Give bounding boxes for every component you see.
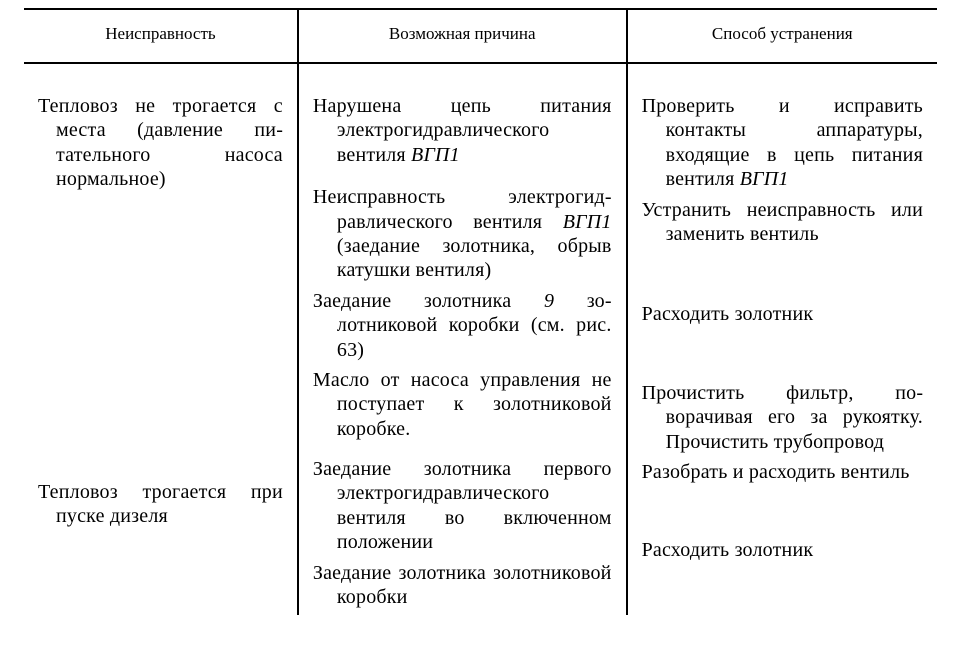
spacer bbox=[642, 333, 923, 381]
spacer bbox=[642, 252, 923, 302]
table-row: Тепловоз не трогается с места (давление … bbox=[24, 63, 937, 615]
troubleshooting-table: Неисправность Возможная причина Способ у… bbox=[24, 8, 937, 615]
emphasis: ВГП1 bbox=[411, 144, 460, 166]
text: Заедание золотника bbox=[313, 290, 544, 312]
text: Прочистить фильтр, по­ворачивая его за р… bbox=[642, 382, 923, 453]
cell-fault: Тепловоз не трогается с места (давление … bbox=[24, 63, 298, 615]
cause-text: Масло от насоса управле­ния не поступает… bbox=[313, 368, 612, 441]
text: Расходить золотник bbox=[642, 539, 814, 561]
cell-cause: Нарушена цепь питания электрогидравличес… bbox=[298, 63, 627, 615]
cause-text: Неисправность электрогид­равлического ве… bbox=[313, 185, 612, 283]
cause-text: Нарушена цепь питания электрогидравличес… bbox=[313, 94, 612, 167]
cell-remedy: Проверить и исправить контакты аппаратур… bbox=[627, 63, 937, 615]
fault-text: Тепловоз трогается при пуске дизеля bbox=[38, 480, 283, 529]
text: Нарушена цепь питания электрогидравличес… bbox=[313, 95, 612, 166]
table-header: Неисправность Возможная причина Способ у… bbox=[24, 9, 937, 63]
text: Заедание золотника пер­вого электрогидра… bbox=[313, 458, 612, 553]
remedy-text: Расходить золотник bbox=[642, 302, 923, 326]
remedy-text: Устранить неисправ­ность или заменить ве… bbox=[642, 198, 923, 247]
text: Масло от насоса управле­ния не поступает… bbox=[313, 369, 612, 440]
spacer bbox=[313, 447, 612, 457]
spacer bbox=[38, 206, 283, 480]
emphasis: ВГП1 bbox=[563, 211, 612, 233]
cause-text: Заедание золотника 9 зо­лотниковой короб… bbox=[313, 289, 612, 362]
text: Заедание золотника золот­никовой коробки bbox=[313, 562, 612, 608]
remedy-text: Прочистить фильтр, по­ворачивая его за р… bbox=[642, 381, 923, 454]
remedy-text: Проверить и исправить контакты аппаратур… bbox=[642, 94, 923, 192]
spacer bbox=[313, 173, 612, 185]
spacer bbox=[642, 490, 923, 538]
text: Разобрать и расходить вентиль bbox=[642, 461, 910, 483]
remedy-text: Разобрать и расходить вентиль bbox=[642, 460, 923, 484]
header-remedy: Способ устранения bbox=[627, 9, 937, 63]
remedy-text: Расходить золотник bbox=[642, 538, 923, 562]
header-cause: Возможная причина bbox=[298, 9, 627, 63]
cause-text: Заедание золотника пер­вого электрогидра… bbox=[313, 457, 612, 555]
fault-text: Тепловоз не трогается с места (давление … bbox=[38, 94, 283, 192]
text: Расходить золотник bbox=[642, 303, 814, 325]
page-container: { "table": { "headers": { "fault": "Неис… bbox=[0, 0, 961, 663]
header-fault: Неисправность bbox=[24, 9, 298, 63]
emphasis: ВГП1 bbox=[740, 168, 789, 190]
emphasis: 9 bbox=[544, 290, 554, 312]
text: (заедание золотни­ка, обрыв катушки вен­… bbox=[337, 235, 612, 281]
text: Устранить неисправ­ность или заменить ве… bbox=[642, 199, 923, 245]
cause-text: Заедание золотника золот­никовой коробки bbox=[313, 561, 612, 610]
